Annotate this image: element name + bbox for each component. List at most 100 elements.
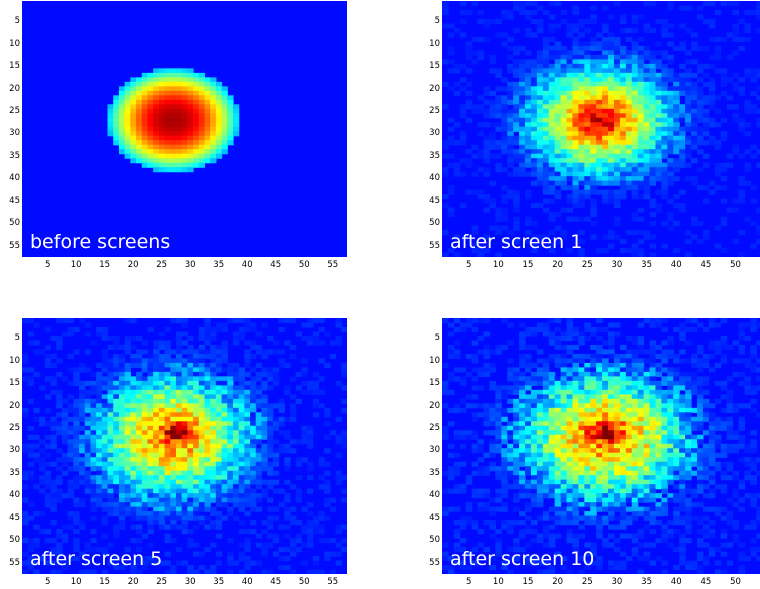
heatmap-cell — [250, 461, 257, 467]
heatmap-cell — [542, 331, 550, 337]
heatmap-cell — [744, 9, 751, 16]
heatmap-cell — [73, 398, 80, 404]
heatmap-cell — [181, 376, 188, 382]
heatmap-cell — [560, 180, 568, 186]
heatmap-cell — [708, 86, 716, 92]
heatmap-cell — [141, 475, 149, 481]
heatmap-cell — [198, 502, 206, 508]
heatmap-cell — [495, 421, 502, 427]
heatmap-cell — [560, 117, 568, 123]
heatmap-cell — [525, 394, 532, 400]
heatmap-cell — [513, 95, 520, 101]
heatmap-cell — [625, 362, 633, 368]
heatmap-cell — [554, 176, 562, 182]
heatmap-cell — [513, 158, 520, 164]
heatmap-cell — [667, 439, 674, 445]
heatmap-cell — [519, 439, 526, 445]
heatmap-cell — [61, 439, 69, 445]
heatmap-cell — [685, 398, 692, 404]
heatmap-cell — [495, 153, 502, 159]
heatmap-cell — [691, 72, 698, 78]
heatmap-cell — [107, 344, 114, 351]
heatmap-cell — [530, 425, 538, 431]
heatmap-cell — [272, 506, 280, 512]
heatmap-cell — [147, 371, 154, 377]
heatmap-cell — [572, 171, 579, 177]
heatmap-cell — [175, 493, 183, 499]
heatmap-cell — [554, 131, 562, 137]
heatmap-cell — [101, 466, 109, 472]
heatmap-cell — [649, 394, 657, 400]
heatmap-cell — [27, 538, 34, 544]
heatmap-cell — [590, 41, 597, 47]
heatmap-cell — [130, 353, 137, 360]
heatmap-cell — [566, 27, 574, 34]
heatmap-cell — [215, 140, 223, 146]
heatmap-cell — [608, 416, 615, 422]
heatmap-cell — [27, 380, 34, 386]
heatmap-cell — [147, 412, 154, 418]
heatmap-cell — [198, 367, 206, 373]
heatmap-cell — [147, 99, 154, 105]
heatmap-cell — [631, 353, 639, 360]
heatmap-cell — [560, 421, 568, 427]
heatmap-cell — [164, 461, 171, 467]
heatmap-cell — [90, 466, 97, 472]
heatmap-cell — [170, 403, 177, 409]
heatmap-cell — [181, 439, 188, 445]
heatmap-cell — [56, 394, 63, 400]
heatmap-cell — [50, 551, 57, 557]
heatmap-cell — [164, 470, 171, 476]
heatmap-cell — [602, 416, 609, 422]
heatmap-cell — [267, 335, 274, 342]
heatmap-cell — [324, 412, 331, 418]
heatmap-cell — [572, 63, 579, 69]
heatmap-cell — [153, 560, 160, 566]
heatmap-cell — [566, 50, 574, 56]
heatmap-cell — [750, 68, 757, 74]
heatmap-cell — [118, 108, 126, 114]
heatmap-cell — [181, 389, 188, 395]
heatmap-cell — [181, 506, 188, 512]
heatmap-cell — [181, 362, 188, 368]
heatmap-cell — [250, 475, 257, 481]
heatmap-cell — [744, 162, 751, 168]
heatmap-cell — [307, 542, 314, 548]
heatmap-cell — [107, 122, 114, 128]
heatmap-cell — [267, 524, 274, 530]
heatmap-cell — [175, 113, 183, 119]
heatmap-cell — [507, 407, 514, 413]
heatmap-cell — [67, 407, 74, 413]
heatmap-cell — [147, 466, 154, 472]
heatmap-cell — [501, 149, 508, 155]
heatmap-cell — [255, 493, 263, 499]
heatmap-cell — [643, 131, 651, 137]
heatmap-cell — [495, 32, 502, 38]
heatmap-cell — [84, 389, 92, 395]
heatmap-cell — [608, 122, 615, 128]
heatmap-cell — [198, 389, 206, 395]
heatmap-cell — [187, 569, 194, 574]
x-tick-label: 45 — [700, 260, 712, 270]
heatmap-cell — [643, 23, 651, 29]
heatmap-cell — [643, 50, 651, 56]
plot-label: before screens — [30, 231, 171, 253]
heatmap-cell — [324, 479, 331, 485]
heatmap-cell — [631, 189, 639, 195]
heatmap-cell — [513, 239, 520, 245]
heatmap-cell — [101, 488, 109, 494]
heatmap-cell — [227, 538, 234, 544]
heatmap-cell — [447, 344, 455, 351]
heatmap-cell — [655, 140, 662, 146]
heatmap-cell — [738, 86, 746, 92]
heatmap-cell — [79, 380, 86, 386]
heatmap-cell — [170, 407, 177, 413]
heatmap-cell — [679, 131, 686, 137]
heatmap-cell — [215, 434, 223, 440]
heatmap-cell — [255, 497, 263, 503]
heatmap-cell — [118, 394, 126, 400]
heatmap-cell — [136, 497, 143, 503]
heatmap-cell — [602, 81, 609, 87]
heatmap-cell — [181, 448, 188, 454]
heatmap-cell — [73, 502, 80, 508]
